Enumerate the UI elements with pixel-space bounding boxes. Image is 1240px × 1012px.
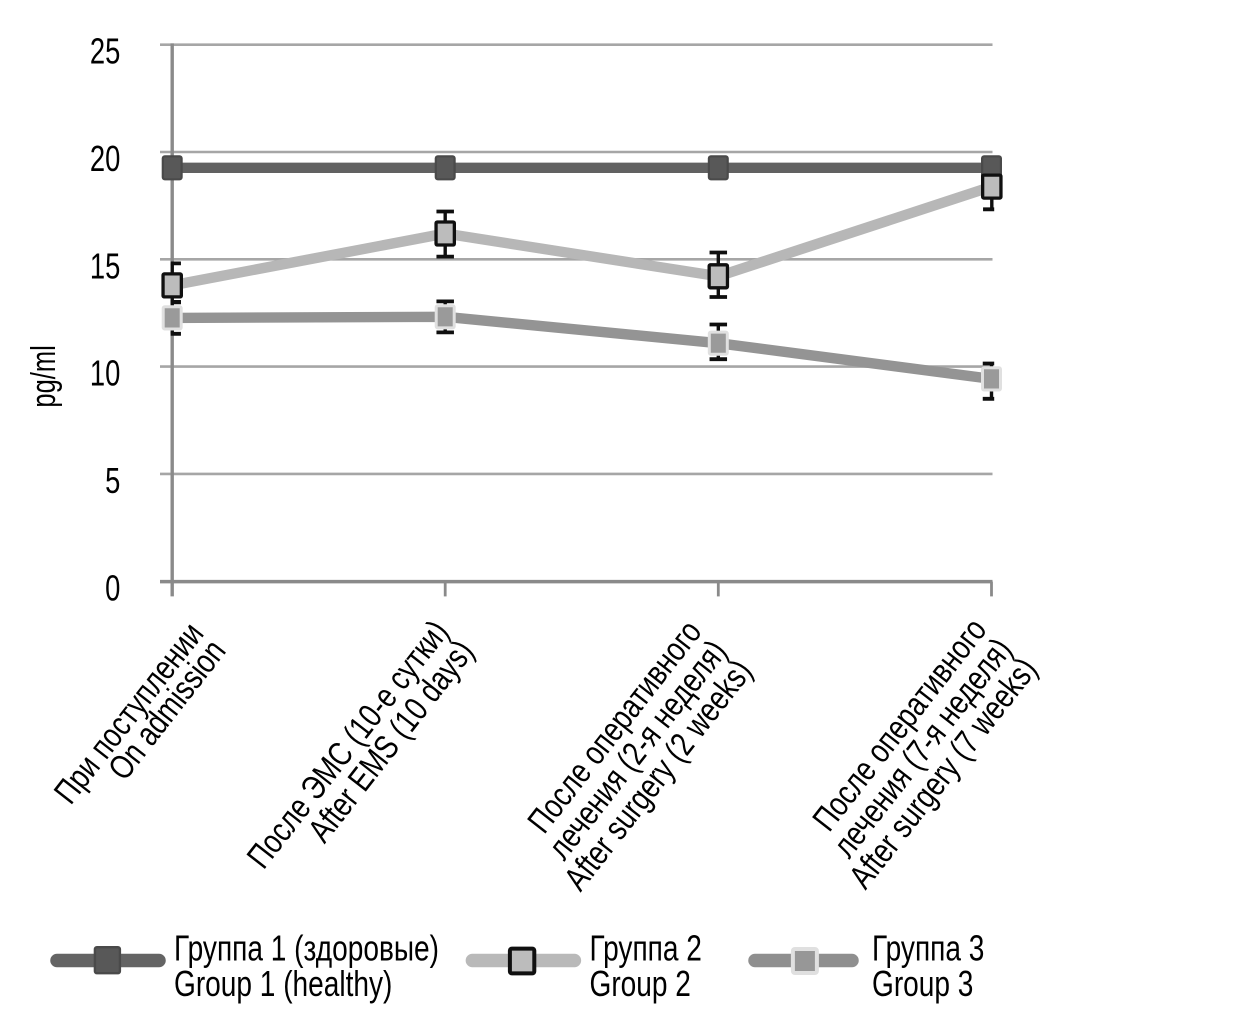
svg-text:Group 1 (healthy): Group 1 (healthy)	[174, 964, 392, 1004]
svg-text:Группа 3: Группа 3	[872, 928, 984, 968]
svg-text:Group 2: Group 2	[590, 964, 691, 1004]
svg-text:Group 3: Group 3	[872, 964, 973, 1004]
svg-text:20: 20	[90, 138, 120, 179]
svg-text:5: 5	[105, 460, 120, 501]
svg-text:pg/ml: pg/ml	[26, 345, 63, 407]
svg-text:10: 10	[90, 353, 120, 394]
svg-text:Группа 1 (здоровые): Группа 1 (здоровые)	[174, 928, 439, 968]
svg-text:Группа 2: Группа 2	[590, 928, 702, 968]
svg-text:0: 0	[105, 568, 120, 609]
svg-text:25: 25	[90, 31, 120, 72]
svg-text:15: 15	[90, 246, 120, 287]
